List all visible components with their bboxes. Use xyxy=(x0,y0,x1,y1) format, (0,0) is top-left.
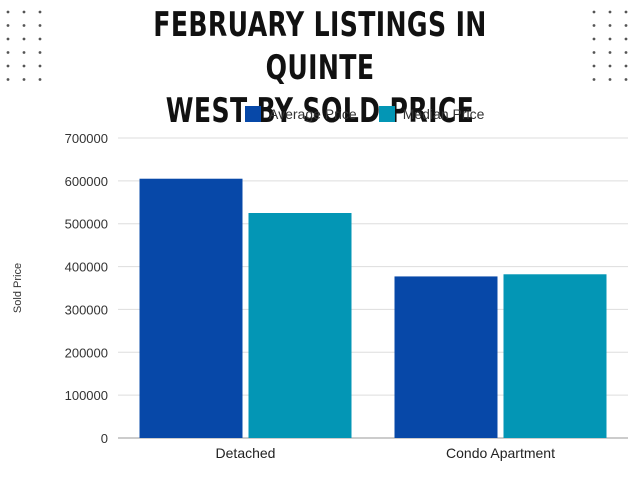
bar-median-price-condo-apartment xyxy=(503,274,607,438)
y-tick-label: 400000 xyxy=(65,260,108,275)
chart-legend: Average Price Median Price xyxy=(245,106,506,122)
decorative-dot xyxy=(6,51,10,54)
decorative-dot xyxy=(22,10,26,14)
decorative-dot-grid-left xyxy=(6,10,42,81)
decorative-dot xyxy=(38,24,42,27)
decorative-dot xyxy=(38,51,42,54)
decorative-dot xyxy=(592,37,596,41)
decorative-dot xyxy=(22,64,26,68)
y-tick-label: 500000 xyxy=(65,217,108,232)
decorative-dot xyxy=(608,78,612,81)
decorative-dot xyxy=(592,10,596,14)
decorative-dot xyxy=(38,64,42,68)
decorative-dot xyxy=(624,10,628,14)
decorative-dot xyxy=(22,24,26,27)
decorative-dot xyxy=(592,64,596,68)
legend-label-median-price: Median Price xyxy=(402,106,485,122)
decorative-dot xyxy=(608,10,612,14)
bar-median-price-detached xyxy=(248,213,352,438)
decorative-dot xyxy=(592,51,596,54)
decorative-dot xyxy=(592,24,596,27)
decorative-dot xyxy=(6,24,10,27)
y-tick-label: 100000 xyxy=(65,388,108,403)
decorative-dot xyxy=(38,78,42,81)
decorative-dot xyxy=(608,24,612,27)
decorative-dot xyxy=(38,10,42,14)
decorative-dot xyxy=(624,64,628,68)
legend-label-average-price: Average Price xyxy=(269,106,357,122)
y-tick-label: 600000 xyxy=(65,174,108,189)
decorative-dot xyxy=(6,10,10,14)
decorative-dot xyxy=(624,78,628,81)
y-tick-label: 700000 xyxy=(65,131,108,146)
legend-item-average-price: Average Price xyxy=(245,106,357,122)
decorative-dot xyxy=(38,37,42,41)
decorative-dot xyxy=(22,78,26,81)
legend-item-median-price: Median Price xyxy=(378,106,485,122)
decorative-dot xyxy=(6,78,10,81)
bar-average-price-condo-apartment xyxy=(394,276,498,438)
legend-swatch-median-price xyxy=(378,106,395,122)
decorative-dot xyxy=(22,51,26,54)
chart-title-line-1: FEBRUARY LISTINGS IN QUINTE xyxy=(153,5,487,88)
decorative-dot-grid-right xyxy=(592,10,628,81)
chart-title: FEBRUARY LISTINGS IN QUINTE WEST BY SOLD… xyxy=(135,4,505,133)
chart-title-line-2: WEST BY SOLD PRICE xyxy=(165,91,475,131)
decorative-dot xyxy=(22,37,26,41)
decorative-dot xyxy=(624,37,628,41)
y-tick-label: 200000 xyxy=(65,345,108,360)
decorative-dot xyxy=(608,64,612,68)
legend-swatch-average-price xyxy=(245,106,261,122)
decorative-dot xyxy=(624,51,628,54)
y-tick-label: 0 xyxy=(101,431,108,446)
decorative-dot xyxy=(6,64,10,68)
x-tick-label: Detached xyxy=(216,445,276,461)
x-tick-label: Condo Apartment xyxy=(446,445,555,461)
decorative-dot xyxy=(624,24,628,27)
decorative-dot xyxy=(592,78,596,81)
y-tick-label: 300000 xyxy=(65,302,108,317)
bar-average-price-detached xyxy=(139,178,243,438)
decorative-dot xyxy=(608,37,612,41)
decorative-dot xyxy=(6,37,10,41)
decorative-dot xyxy=(608,51,612,54)
